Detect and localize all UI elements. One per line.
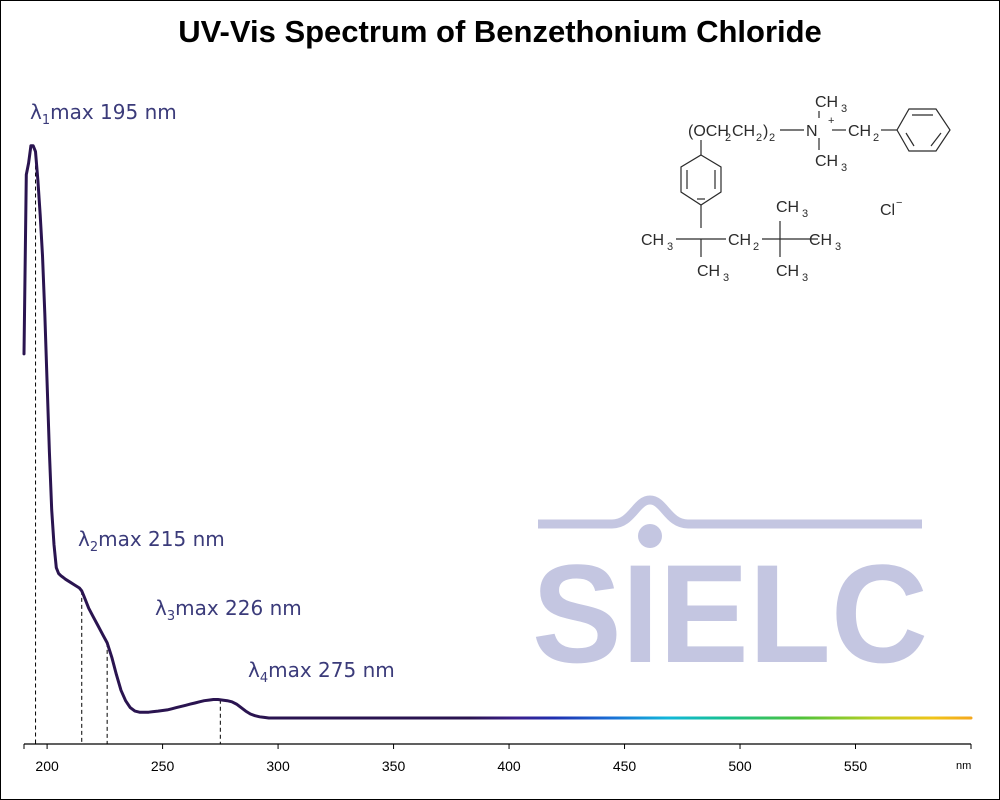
structure-ch3-lower-left: CH (697, 263, 720, 280)
x-tick-label: 400 (497, 758, 521, 774)
structure-ch2-backbone: CH (728, 232, 751, 249)
structure-sub3-lower-right: 3 (802, 272, 808, 284)
structure-sub3-lower-left: 3 (723, 272, 729, 284)
sielc-watermark: SIELC (532, 495, 928, 692)
structure-sub2-benzyl: 2 (873, 132, 879, 144)
structure-ch3-upper-right: CH (776, 199, 799, 216)
structure-ch3-left: CH (641, 232, 664, 249)
x-tick-label: 300 (266, 758, 290, 774)
peak-label: λ1max 195 nm (30, 100, 177, 128)
structure-ch2: CH (848, 123, 871, 140)
x-tick-label: 200 (35, 758, 59, 774)
x-tick-label: 550 (844, 758, 868, 774)
structure-chain-mid: CH (732, 123, 755, 140)
peak-label: λ4max 275 nm (248, 658, 395, 686)
structure-minus: − (896, 197, 902, 209)
peak-labels: λ1max 195 nm λ2max 215 nm λ3max 226 nm λ4ma… (30, 100, 395, 686)
structure-ch3-right: CH (809, 232, 832, 249)
structure-plus: + (828, 115, 834, 127)
benzyl-ring (896, 108, 951, 152)
structure-chain-end: ) (763, 123, 768, 140)
structure-ch3-bottom: CH (815, 153, 838, 170)
x-tick-label: 250 (151, 758, 175, 774)
x-axis-unit-label: nm (956, 760, 971, 772)
structure-sub2c: 2 (769, 132, 775, 144)
structure-chloride: Cl (880, 202, 895, 219)
structure-sub2-backbone: 2 (753, 241, 759, 253)
watermark-arc (538, 495, 922, 529)
structure-sub3-upper-right: 3 (802, 208, 808, 220)
structure-sub3-bottom: 3 (841, 162, 847, 174)
peak-label: λ2max 215 nm (78, 527, 225, 555)
x-axis-ticks: 200 250 300 350 400 450 500 550 (23, 744, 972, 774)
watermark-text: SIELC (532, 535, 928, 692)
spectrum-line (22, 144, 973, 720)
peak-drop-lines (35, 151, 221, 744)
x-tick-label: 450 (613, 758, 637, 774)
structure-nitrogen: N (806, 123, 818, 140)
chemical-structure: (OCH 2 CH 2 ) 2 N + CH 3 CH 3 CH 2 CH 3 … (641, 94, 951, 284)
peak-label: λ3max 226 nm (155, 596, 302, 624)
structure-sub2a: 2 (725, 132, 731, 144)
structure-sub3-top: 3 (841, 103, 847, 115)
watermark-dot (638, 524, 662, 548)
structure-ch3-lower-right: CH (776, 263, 799, 280)
x-tick-label: 500 (728, 758, 752, 774)
chart-title: UV-Vis Spectrum of Benzethonium Chloride (178, 14, 822, 49)
x-tick-label: 350 (382, 758, 406, 774)
structure-ch3-top: CH (815, 94, 838, 111)
structure-sub2b: 2 (756, 132, 762, 144)
structure-chain-start: (OCH (688, 123, 729, 140)
structure-sub3-left: 3 (667, 241, 673, 253)
structure-sub3-right: 3 (835, 241, 841, 253)
